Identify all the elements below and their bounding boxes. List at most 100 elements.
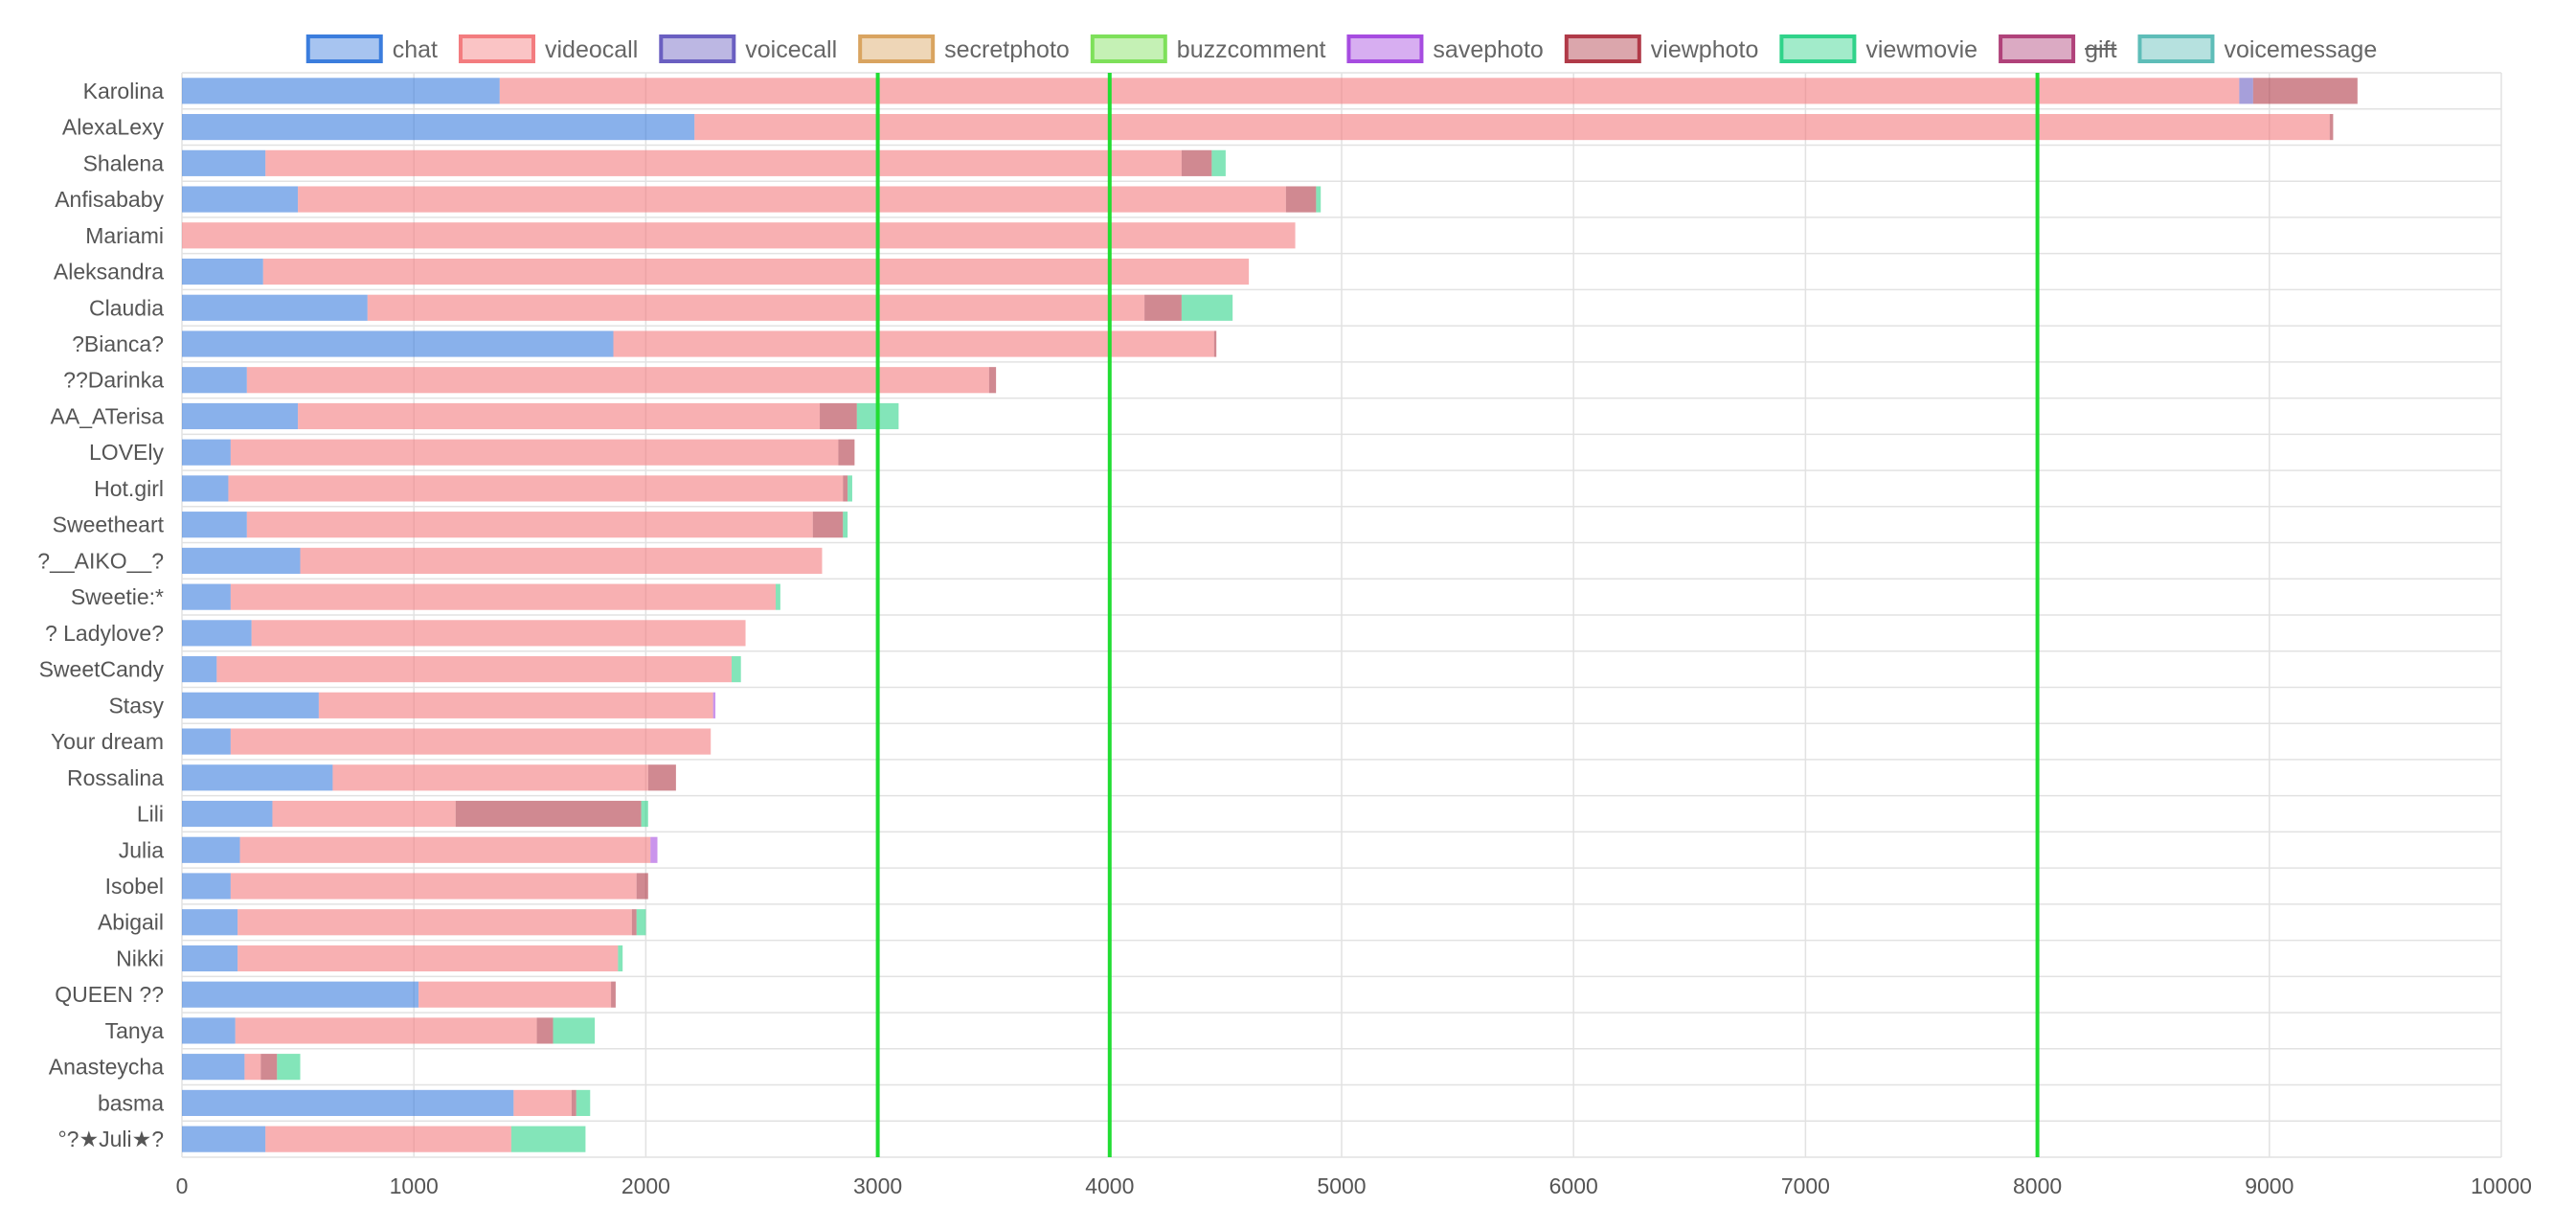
- bar-viewmovie: [1316, 186, 1322, 213]
- bar-videocall: [239, 836, 651, 863]
- category-label: Your dream: [51, 729, 164, 754]
- bar-chat: [182, 764, 333, 791]
- bar-viewmovie: [277, 1054, 301, 1081]
- x-tick-label: 8000: [2013, 1173, 2062, 1198]
- x-tick-label: 6000: [1549, 1173, 1598, 1198]
- category-label: ?__AIKO__?: [37, 548, 164, 573]
- bar-chat: [182, 402, 299, 430]
- legend: chat videocall voicecall secretphoto buzzcom…: [305, 34, 2377, 63]
- bar-viewmovie: [618, 945, 623, 972]
- category-label: Isobel: [105, 874, 164, 899]
- category-label: Tanya: [105, 1018, 165, 1043]
- bar-videocall: [244, 1054, 261, 1081]
- bar-videocall: [235, 1017, 537, 1044]
- bars: [182, 78, 2358, 1152]
- x-axis-ticks: 0 1000 2000 3000 4000 5000 6000 7000 8000 9000 100…: [176, 1173, 2532, 1198]
- x-tick-label: 10000: [2471, 1173, 2532, 1198]
- bar-chat: [182, 1017, 236, 1044]
- category-label: Sweetheart: [53, 512, 165, 537]
- bar-viewphoto: [611, 981, 616, 1008]
- bar-chat: [182, 294, 368, 321]
- legend-swatch: [858, 34, 936, 63]
- bar-viewphoto: [843, 475, 848, 502]
- bar-videocall: [251, 620, 746, 647]
- bar-videocall: [298, 402, 821, 430]
- category-label: AlexaLexy: [62, 115, 165, 140]
- bar-viewphoto: [838, 439, 855, 466]
- bar-viewmovie: [1181, 294, 1233, 321]
- bar-chat: [182, 1054, 245, 1081]
- bar-videocall: [230, 873, 637, 900]
- bar-videocall: [237, 945, 619, 972]
- legend-label: videocall: [545, 36, 638, 63]
- bar-chat: [182, 512, 247, 538]
- bar-viewphoto: [812, 512, 844, 538]
- bar-chat: [182, 800, 273, 828]
- category-label: Anasteycha: [49, 1055, 164, 1080]
- legend-item-voicemessage[interactable]: voicemessage: [2137, 34, 2377, 63]
- bar-videocall: [418, 981, 612, 1008]
- bar-videocall: [230, 728, 712, 755]
- legend-swatch: [659, 34, 736, 63]
- legend-swatch: [305, 34, 383, 63]
- bar-chat: [182, 78, 500, 104]
- category-label: ??Darinka: [63, 368, 164, 393]
- bar-viewphoto: [2252, 78, 2358, 104]
- bar-viewmovie: [510, 1126, 586, 1152]
- bar-voicecall: [2239, 78, 2253, 104]
- legend-item-viewmovie[interactable]: viewmovie: [1779, 34, 1977, 63]
- legend-item-videocall[interactable]: videocall: [459, 34, 638, 63]
- bar-viewphoto: [636, 873, 648, 900]
- bar-chat: [182, 114, 695, 141]
- category-labels: Karolina AlexaLexy Shalena Anfisababy Mariam…: [37, 79, 164, 1151]
- legend-swatch: [1346, 34, 1424, 63]
- bar-videocall: [228, 475, 844, 502]
- bar-chat: [182, 258, 263, 285]
- bar-videocall: [694, 114, 2330, 141]
- bar-chat: [182, 836, 240, 863]
- bar-videocall: [513, 1089, 572, 1116]
- bar-videocall: [272, 800, 456, 828]
- legend-item-chat[interactable]: chat: [305, 34, 438, 63]
- bar-videocall: [265, 1126, 511, 1152]
- legend-label: viewphoto: [1651, 36, 1759, 63]
- category-label: Hot.girl: [94, 476, 164, 501]
- bar-chat: [182, 367, 247, 394]
- bar-viewphoto: [536, 1017, 554, 1044]
- bar-viewphoto: [1285, 186, 1317, 213]
- bar-viewphoto: [631, 909, 637, 936]
- bar-viewmovie: [843, 512, 848, 538]
- category-label: Shalena: [83, 150, 165, 175]
- x-tick-label: 9000: [2245, 1173, 2294, 1198]
- legend-item-savephoto[interactable]: savephoto: [1346, 34, 1544, 63]
- legend-item-buzzcomment[interactable]: buzzcomment: [1090, 34, 1326, 63]
- bar-chat: [182, 945, 238, 972]
- bar-videocall: [298, 186, 1286, 213]
- legend-item-viewphoto[interactable]: viewphoto: [1564, 34, 1759, 63]
- bar-videocall: [265, 149, 1182, 176]
- legend-swatch: [459, 34, 536, 63]
- x-tick-label: 3000: [853, 1173, 902, 1198]
- bar-videocall: [216, 656, 733, 683]
- bar-videocall: [367, 294, 1145, 321]
- bar-chat: [182, 620, 252, 647]
- bar-viewphoto: [2329, 114, 2334, 141]
- legend-label: chat: [393, 36, 438, 63]
- legend-item-gift[interactable]: gift: [1999, 34, 2116, 63]
- bar-viewmovie: [776, 583, 780, 610]
- bar-videocall: [246, 367, 989, 394]
- category-label: Sweetie:*: [71, 584, 164, 609]
- legend-item-voicecall[interactable]: voicecall: [659, 34, 837, 63]
- bar-chat: [182, 656, 217, 683]
- bar-viewmovie: [732, 656, 741, 683]
- reference-lines: [875, 73, 2040, 1157]
- legend-swatch: [1779, 34, 1857, 63]
- legend-item-secretphoto[interactable]: secretphoto: [858, 34, 1070, 63]
- bar-chat: [182, 728, 231, 755]
- bar-viewphoto: [455, 800, 642, 828]
- bar-videocall: [262, 258, 1250, 285]
- bar-chat: [182, 547, 301, 574]
- bar-viewphoto: [1213, 330, 1217, 357]
- category-label: Claudia: [89, 295, 164, 320]
- category-label: LOVEly: [89, 440, 164, 465]
